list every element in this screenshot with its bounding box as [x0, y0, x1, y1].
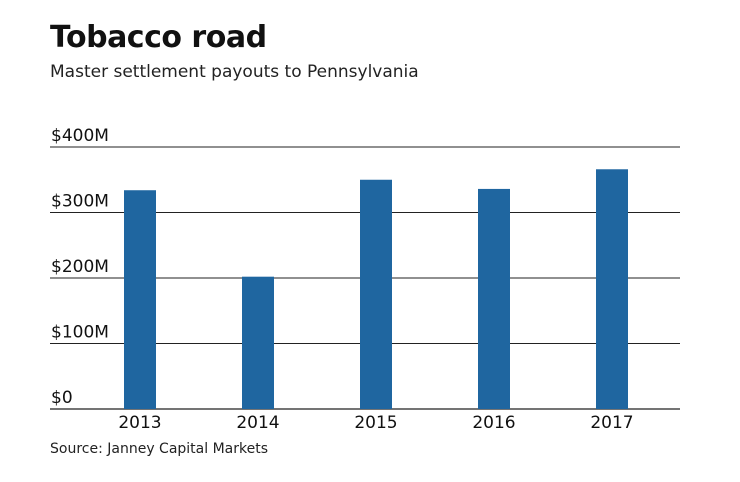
x-tick-label: 2013	[118, 413, 161, 433]
y-tick-label: $400M	[51, 126, 109, 146]
chart-subtitle: Master settlement payouts to Pennsylvani…	[50, 62, 419, 82]
bar-2013	[124, 190, 156, 409]
bar-2017	[596, 169, 628, 409]
x-tick-label: 2016	[472, 413, 515, 433]
x-axis-labels: 2013 2014 2015 2016 2017	[118, 413, 633, 433]
y-axis-labels: $0 $100M $200M $300M $400M	[51, 126, 109, 408]
x-tick-label: 2015	[354, 413, 397, 433]
y-tick-label: $300M	[51, 192, 109, 212]
x-tick-label: 2017	[590, 413, 633, 433]
y-tick-label: $200M	[51, 257, 109, 277]
y-tick-label: $100M	[51, 323, 109, 343]
bar-2015	[360, 179, 392, 409]
bar-2014	[242, 276, 274, 409]
bars	[124, 169, 628, 409]
source-note: Source: Janney Capital Markets	[50, 441, 269, 457]
y-tick-label: $0	[51, 388, 73, 408]
bar-2016	[478, 188, 510, 409]
x-tick-label: 2014	[236, 413, 279, 433]
chart-title: Tobacco road	[50, 20, 267, 55]
